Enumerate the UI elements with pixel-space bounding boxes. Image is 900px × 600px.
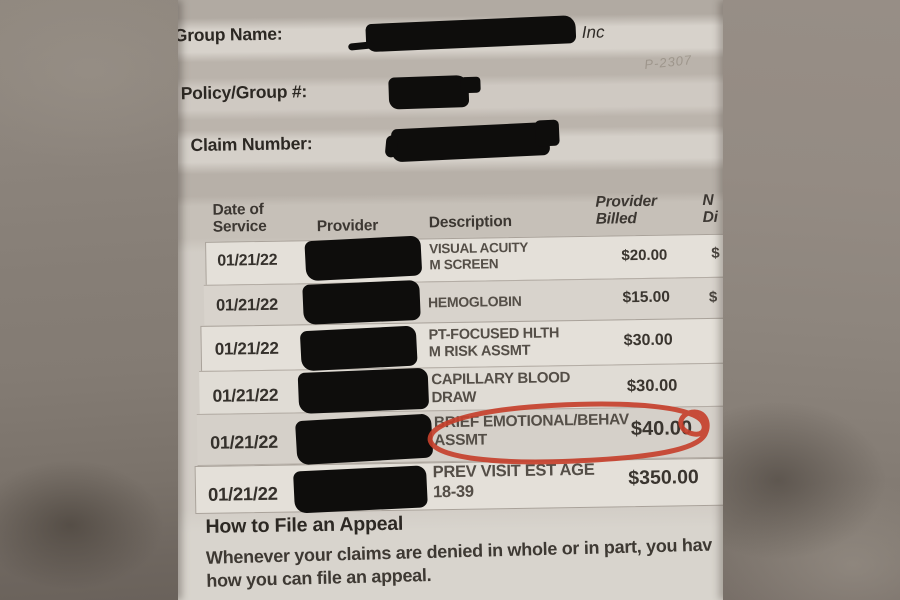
redaction-bar-claim-number [390,121,551,163]
provider-billed-amount: $30.00 [623,331,673,350]
group-name-label: Group Name: [173,23,283,46]
service-description: VISUAL ACUITY M SCREEN [429,240,528,273]
header-line: Di [702,208,718,227]
column-header-provider: Provider [317,217,379,235]
header-line: Description [428,213,512,232]
description-line: HEMOGLOBIN [427,292,522,311]
redaction-bar-policy-number [388,74,470,110]
redaction-bar-provider [299,325,418,372]
provider-billed-amount: $20.00 [621,246,668,265]
appeal-body-line: Whenever your claims are denied in whole… [205,534,713,568]
description-line: M RISK ASSMT [428,342,531,360]
redaction-bar-group-name [365,15,577,53]
description-line: M SCREEN [429,255,499,272]
date-of-service: 01/21/22 [210,431,279,453]
service-description: HEMOGLOBIN [428,293,522,310]
header-line: Date of [212,200,264,219]
header-line: Provider [595,192,657,211]
description-line: PT-FOCUSED HLTH [428,325,560,344]
header-line: N [702,191,714,210]
header-line: Provider [316,217,379,236]
red-marker-circle-annotation [427,401,710,465]
redaction-bar-provider [293,465,428,514]
redaction-bar-provider [297,367,430,414]
column-header-description: Description [429,213,512,231]
header-line: Service [212,217,267,236]
blurred-background-left [0,0,178,600]
column-header-provider-billed: Provider Billed [595,193,657,228]
appeal-body-line: how you can file an appeal. [206,564,432,591]
redaction-bar-provider [304,235,423,282]
date-of-service: 01/21/22 [212,384,279,406]
appeal-section-heading: How to File an Appeal [205,512,404,538]
column-header-date-of-service: Date of Service [212,201,266,236]
faint-print-marking: P-2307 [643,52,693,72]
description-line: CAPILLARY BLOOD [431,369,571,389]
description-line: 18-39 [432,482,474,502]
date-of-service: 01/21/22 [214,338,279,359]
header-line: Billed [595,210,637,228]
claim-number-label: Claim Number: [190,133,313,156]
service-description: PT-FOCUSED HLTH M RISK ASSMT [428,325,559,360]
date-of-service: 01/21/22 [217,251,278,270]
column-header-clipped: N Di [702,192,718,226]
blurred-background-right [723,0,900,600]
clipped-amount: $ [708,288,718,306]
date-of-service: 01/21/22 [215,295,279,315]
group-name-suffix: Inc [581,22,605,42]
policy-group-label: Policy/Group #: [180,81,308,104]
date-of-service: 01/21/22 [207,482,278,505]
clipped-amount: $ [711,244,720,262]
redaction-bar-provider [302,279,421,325]
provider-billed-amount: $15.00 [622,288,671,307]
redaction-bar-provider [295,413,434,466]
description-line: VISUAL ACUITY [429,239,529,257]
